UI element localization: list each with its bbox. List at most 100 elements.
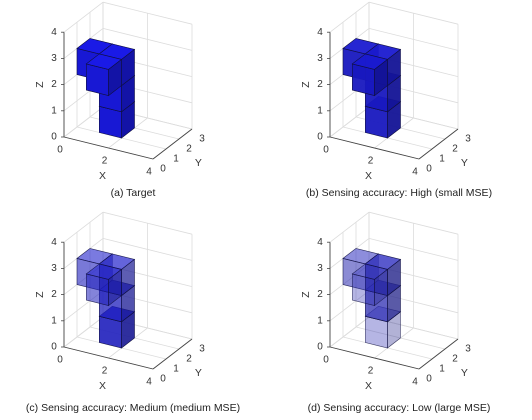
- x-tick-label: 4: [146, 167, 152, 178]
- x-tick-label: 4: [412, 377, 418, 388]
- y-axis-line: [152, 338, 193, 370]
- y-axis-label: Y: [461, 157, 468, 169]
- grid-line: [368, 1, 459, 25]
- z-tick-label: 1: [51, 315, 57, 326]
- y-axis-label: Y: [461, 367, 468, 379]
- z-tick-label: 0: [317, 132, 323, 143]
- caption-c: (c) Sensing accuracy: Medium (medium MSE…: [25, 402, 241, 414]
- y-tick-label: 1: [439, 154, 445, 165]
- x-tick-label: 0: [323, 145, 329, 156]
- y-axis-label: Y: [195, 367, 202, 379]
- z-tick-label: 4: [317, 27, 323, 38]
- voxel: [351, 263, 389, 307]
- x-axis-line: [63, 346, 154, 370]
- x-axis-line: [329, 136, 420, 160]
- grid-line: [329, 1, 370, 33]
- y-axis-line: [418, 128, 459, 160]
- z-tick-label: 4: [51, 237, 57, 248]
- z-tick-label: 3: [317, 53, 323, 64]
- grid-line: [63, 106, 104, 138]
- grid-line: [368, 238, 459, 261]
- y-tick-label: 3: [199, 134, 205, 145]
- x-tick-label: 2: [368, 366, 374, 377]
- x-tick-label: 2: [368, 156, 374, 167]
- grid-line: [329, 316, 370, 348]
- y-tick-label: 3: [465, 344, 471, 355]
- x-axis-line: [329, 346, 420, 370]
- grid-line: [102, 1, 193, 25]
- z-tick-label: 4: [51, 27, 57, 38]
- grid-line: [102, 211, 193, 235]
- voxel: [85, 53, 123, 97]
- x-axis-label: X: [99, 170, 106, 182]
- x-axis-label: X: [365, 380, 372, 392]
- z-tick-label: 1: [317, 105, 323, 116]
- x-axis-label: X: [365, 170, 372, 182]
- voxel-face: [85, 263, 123, 280]
- z-tick-label: 1: [51, 105, 57, 116]
- y-axis-line: [152, 128, 193, 160]
- z-axis-label: Z: [300, 291, 312, 298]
- x-tick-label: 4: [412, 167, 418, 178]
- z-tick-label: 2: [51, 79, 57, 90]
- grid-line: [63, 1, 104, 33]
- y-tick-label: 3: [465, 134, 471, 145]
- z-tick-label: 0: [317, 342, 323, 353]
- voxel: [351, 53, 389, 97]
- y-tick-label: 0: [160, 164, 166, 175]
- y-tick-label: 1: [173, 154, 179, 165]
- caption-b: (b) Sensing accuracy: High (small MSE): [305, 187, 493, 199]
- y-tick-label: 3: [199, 344, 205, 355]
- z-axis-label: Z: [34, 291, 46, 298]
- grid-line: [102, 28, 193, 51]
- grid-line: [329, 106, 370, 138]
- caption-a: (a) Target: [110, 187, 156, 199]
- x-tick-label: 0: [323, 355, 329, 366]
- grid-line: [368, 211, 459, 235]
- caption-d: (d) Sensing accuracy: Low (large MSE): [307, 402, 491, 414]
- voxel: [364, 253, 402, 297]
- y-tick-label: 0: [426, 374, 432, 385]
- x-axis-line: [63, 136, 154, 160]
- y-tick-label: 2: [186, 354, 192, 365]
- voxel: [85, 263, 123, 307]
- y-axis-label: Y: [195, 157, 202, 169]
- z-axis-label: Z: [34, 81, 46, 88]
- x-tick-label: 2: [102, 156, 108, 167]
- grid-line: [102, 238, 193, 261]
- grid-line: [63, 211, 104, 243]
- x-tick-label: 4: [146, 377, 152, 388]
- y-tick-label: 2: [452, 354, 458, 365]
- z-tick-label: 3: [51, 53, 57, 64]
- z-tick-label: 0: [51, 342, 57, 353]
- y-tick-label: 0: [160, 374, 166, 385]
- z-tick-label: 4: [317, 237, 323, 248]
- z-tick-label: 1: [317, 315, 323, 326]
- z-tick-label: 2: [317, 289, 323, 300]
- voxel-face: [351, 53, 389, 70]
- z-tick-label: 3: [317, 263, 323, 274]
- z-tick-label: 0: [51, 132, 57, 143]
- voxel-face: [351, 263, 389, 280]
- z-axis-label: Z: [300, 81, 312, 88]
- z-tick-label: 3: [51, 263, 57, 274]
- grid-line: [329, 290, 370, 322]
- z-tick-label: 2: [51, 289, 57, 300]
- z-tick-label: 2: [317, 79, 323, 90]
- grid-line: [329, 211, 370, 243]
- y-tick-label: 1: [439, 364, 445, 375]
- x-tick-label: 2: [102, 366, 108, 377]
- voxel-face: [85, 53, 123, 70]
- y-tick-label: 1: [173, 364, 179, 375]
- x-axis-label: X: [99, 380, 106, 392]
- grid-line: [368, 28, 459, 51]
